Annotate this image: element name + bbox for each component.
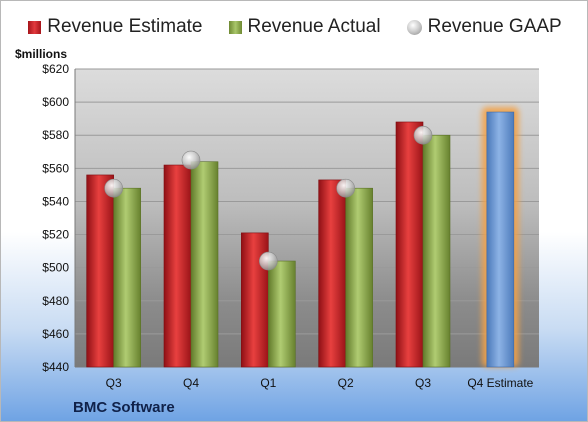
- y-tick-label: $480: [42, 294, 69, 308]
- legend-label-estimate: Revenue Estimate: [47, 16, 203, 37]
- y-tick-label: $460: [42, 327, 69, 341]
- x-tick-label: Q4: [183, 376, 199, 390]
- bar-revenue-estimate: [86, 174, 114, 368]
- legend-label-gaap: Revenue GAAP: [427, 16, 562, 37]
- bar-revenue-actual: [422, 134, 451, 368]
- y-tick-label: $600: [42, 95, 69, 109]
- bar-revenue-actual: [190, 161, 219, 368]
- marker-revenue-gaap: [181, 150, 201, 170]
- marker-revenue-gaap: [259, 251, 278, 271]
- legend-item-gaap: Revenue GAAP: [406, 16, 562, 38]
- company-name: BMC Software: [73, 399, 175, 416]
- y-tick-label: $540: [42, 194, 69, 208]
- legend: Revenue Estimate Revenue Actual Revenue …: [1, 15, 587, 39]
- x-tick-label: Q3: [415, 376, 431, 390]
- bar-revenue-actual: [268, 260, 296, 368]
- x-tick-label: Q3: [106, 376, 122, 390]
- legend-item-actual: Revenue Actual: [228, 16, 381, 38]
- plot-area: [75, 69, 539, 367]
- y-tick-label: $500: [42, 261, 69, 275]
- y-tick-label: $520: [42, 228, 69, 242]
- legend-swatch-actual: [228, 20, 242, 34]
- bar-revenue-estimate: [395, 121, 424, 368]
- y-tick-label: $560: [42, 161, 69, 175]
- x-tick-label: Q2: [338, 376, 354, 390]
- legend-label-actual: Revenue Actual: [247, 16, 381, 37]
- marker-revenue-gaap: [104, 178, 123, 198]
- x-tick-label: Q4 Estimate: [467, 376, 533, 390]
- bar-revenue-actual: [113, 187, 141, 368]
- y-tick-label: $620: [42, 62, 69, 76]
- bar-revenue-actual: [345, 187, 373, 368]
- y-tick-label: $580: [42, 128, 69, 142]
- legend-swatch-estimate: [28, 20, 42, 34]
- bar-revenue-estimate: [163, 164, 192, 368]
- bar-revenue-estimate: [318, 179, 346, 368]
- y-tick-label: $440: [42, 360, 69, 374]
- x-tick-label: Q1: [260, 376, 276, 390]
- legend-item-estimate: Revenue Estimate: [28, 16, 203, 38]
- y-axis-unit-label: $millions: [15, 47, 68, 61]
- bar-revenue-estimate: [486, 111, 515, 368]
- legend-swatch-gaap: [406, 19, 422, 35]
- marker-revenue-gaap: [336, 178, 355, 198]
- marker-revenue-gaap: [413, 125, 433, 145]
